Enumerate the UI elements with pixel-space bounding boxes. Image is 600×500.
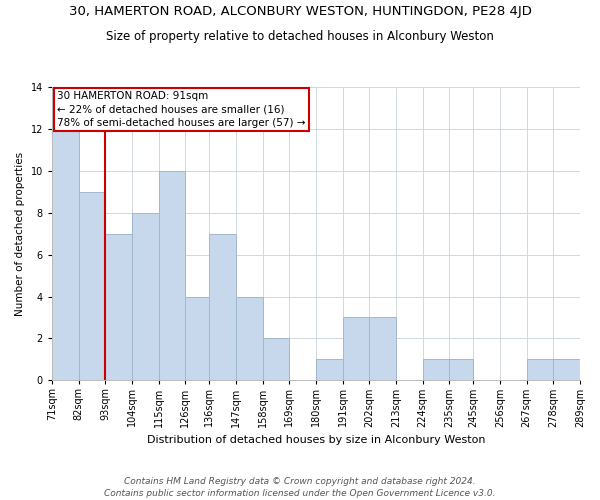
Bar xyxy=(316,360,343,380)
Bar xyxy=(422,360,449,380)
Bar xyxy=(52,129,79,380)
Bar xyxy=(343,318,369,380)
Bar xyxy=(209,234,236,380)
Text: 30 HAMERTON ROAD: 91sqm
← 22% of detached houses are smaller (16)
78% of semi-de: 30 HAMERTON ROAD: 91sqm ← 22% of detache… xyxy=(57,92,306,128)
Y-axis label: Number of detached properties: Number of detached properties xyxy=(15,152,25,316)
Bar xyxy=(553,360,580,380)
Bar xyxy=(449,360,473,380)
Bar xyxy=(369,318,396,380)
Bar xyxy=(132,212,158,380)
Bar xyxy=(263,338,289,380)
Bar xyxy=(527,360,553,380)
Text: 30, HAMERTON ROAD, ALCONBURY WESTON, HUNTINGDON, PE28 4JD: 30, HAMERTON ROAD, ALCONBURY WESTON, HUN… xyxy=(68,5,532,18)
Text: Size of property relative to detached houses in Alconbury Weston: Size of property relative to detached ho… xyxy=(106,30,494,43)
X-axis label: Distribution of detached houses by size in Alconbury Weston: Distribution of detached houses by size … xyxy=(147,435,485,445)
Text: Contains HM Land Registry data © Crown copyright and database right 2024.
Contai: Contains HM Land Registry data © Crown c… xyxy=(104,476,496,498)
Bar xyxy=(236,296,263,380)
Bar xyxy=(185,296,209,380)
Bar xyxy=(158,171,185,380)
Bar xyxy=(105,234,132,380)
Bar xyxy=(79,192,105,380)
